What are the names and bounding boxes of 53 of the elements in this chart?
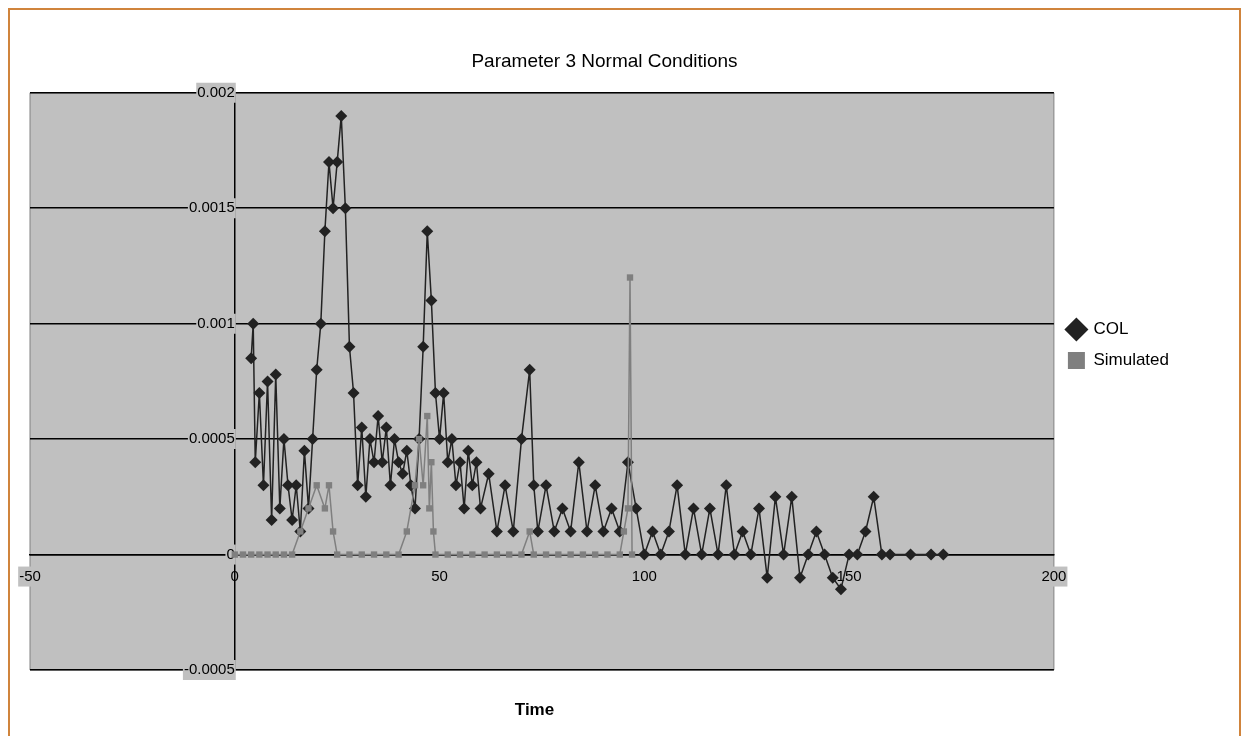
- point: [604, 551, 611, 558]
- x-tick-label: 100: [631, 566, 657, 584]
- y-tick-label: -0.0005: [183, 660, 235, 678]
- point: [620, 528, 628, 535]
- point: [579, 551, 587, 558]
- point: [321, 505, 329, 512]
- point: [624, 505, 632, 512]
- point: [481, 551, 488, 558]
- point: [592, 551, 599, 558]
- point: [329, 528, 337, 535]
- point: [542, 551, 550, 558]
- point: [395, 551, 402, 558]
- legend-label: COL: [1093, 319, 1129, 339]
- point: [247, 551, 255, 558]
- point: [358, 551, 365, 558]
- point: [403, 528, 410, 535]
- point: [616, 551, 623, 558]
- point: [530, 551, 537, 558]
- y-tick-label: 0.0005: [188, 429, 235, 447]
- legend-label: Simulated: [1093, 350, 1170, 370]
- point: [518, 551, 525, 558]
- point: [256, 551, 263, 558]
- x-tick-label: -50: [19, 566, 41, 584]
- x-axis-title: Time: [513, 700, 556, 721]
- point: [526, 528, 533, 535]
- y-tick-label: 0.002: [197, 82, 235, 100]
- point: [555, 551, 562, 558]
- point: [426, 505, 433, 512]
- point: [456, 551, 464, 558]
- point: [432, 551, 439, 558]
- point: [567, 551, 574, 558]
- point: [430, 528, 437, 535]
- point: [264, 551, 271, 558]
- chart-title: Parameter 3 Normal Conditions: [471, 49, 738, 71]
- point: [506, 551, 513, 558]
- point: [288, 551, 296, 558]
- x-tick-label: 200: [1041, 566, 1067, 584]
- point: [493, 551, 501, 558]
- point: [428, 459, 435, 466]
- point: [239, 551, 247, 558]
- point: [469, 551, 476, 558]
- point: [370, 551, 378, 558]
- point: [280, 551, 288, 558]
- point: [383, 551, 390, 558]
- point: [444, 551, 451, 558]
- point: [333, 551, 341, 558]
- y-tick-label: 0.0015: [188, 198, 235, 216]
- point: [272, 551, 279, 558]
- point: [628, 551, 636, 558]
- point: [626, 274, 634, 281]
- point: [346, 551, 353, 558]
- x-tick-label: 50: [431, 566, 448, 584]
- y-tick-label: 0.001: [197, 313, 235, 331]
